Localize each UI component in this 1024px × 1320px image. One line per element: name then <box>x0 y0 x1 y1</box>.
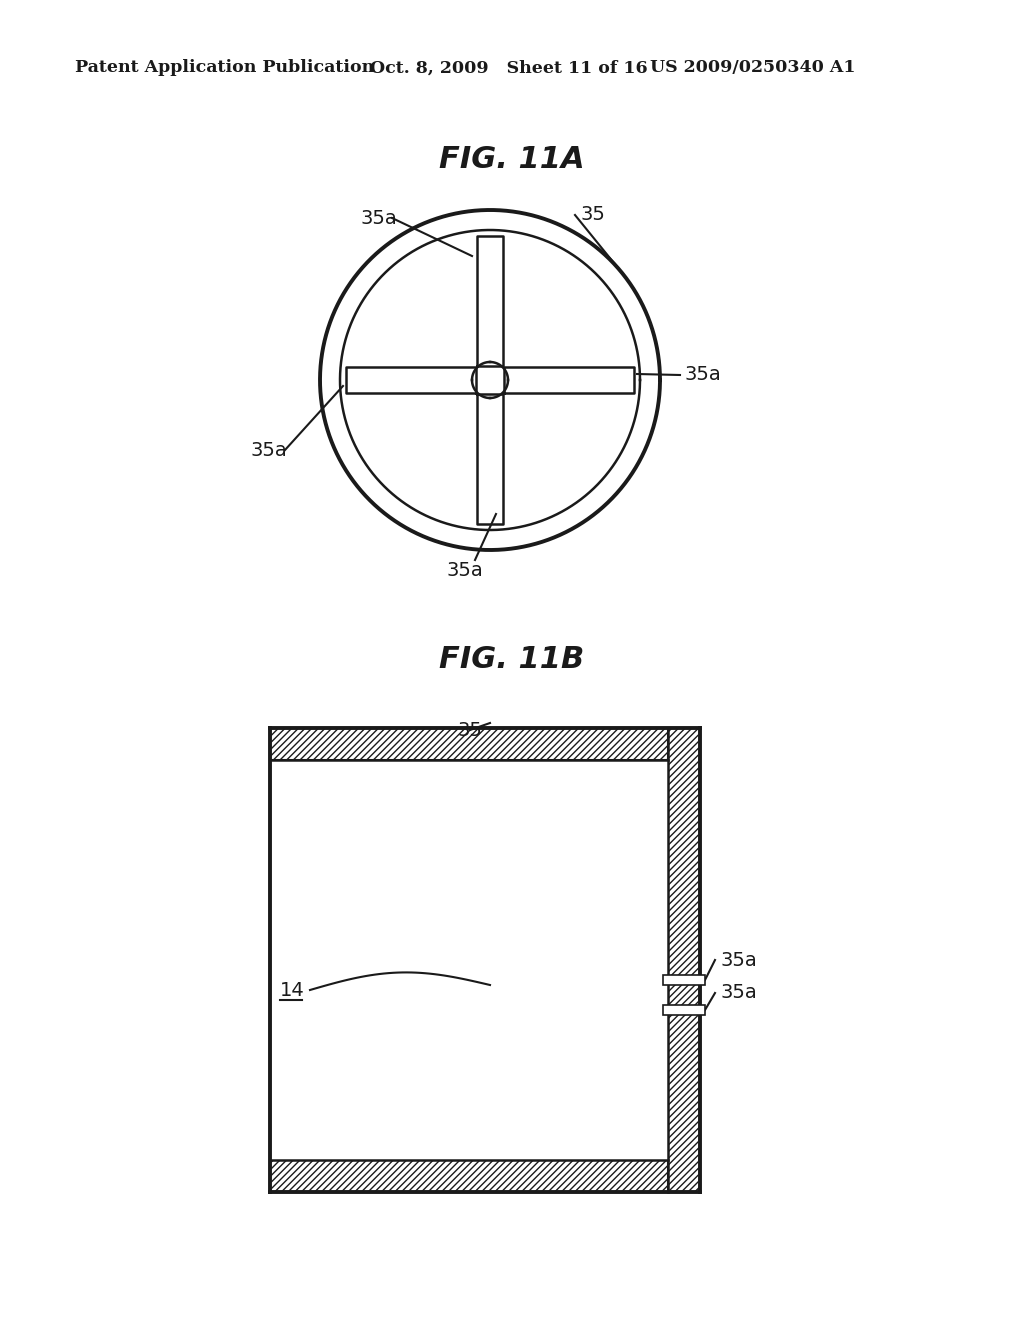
Bar <box>668 729 700 1192</box>
Text: US 2009/0250340 A1: US 2009/0250340 A1 <box>650 59 855 77</box>
Text: FIG. 11A: FIG. 11A <box>439 145 585 174</box>
Text: 14: 14 <box>280 981 305 999</box>
Text: 35a: 35a <box>250 441 287 459</box>
Bar <box>270 1160 700 1192</box>
Bar <box>270 760 668 1160</box>
Text: 35a: 35a <box>446 561 483 579</box>
Bar <box>663 1005 705 1015</box>
Text: 35a: 35a <box>720 950 757 969</box>
Bar <box>270 729 700 760</box>
Text: FIG. 11B: FIG. 11B <box>439 645 585 675</box>
Text: 35a: 35a <box>685 366 722 384</box>
Text: 35a: 35a <box>360 209 396 227</box>
Text: Patent Application Publication: Patent Application Publication <box>75 59 374 77</box>
Text: 35: 35 <box>458 721 482 739</box>
Text: Oct. 8, 2009   Sheet 11 of 16: Oct. 8, 2009 Sheet 11 of 16 <box>370 59 647 77</box>
Text: 35: 35 <box>580 206 605 224</box>
Bar <box>663 975 705 985</box>
Text: 35a: 35a <box>720 983 757 1002</box>
